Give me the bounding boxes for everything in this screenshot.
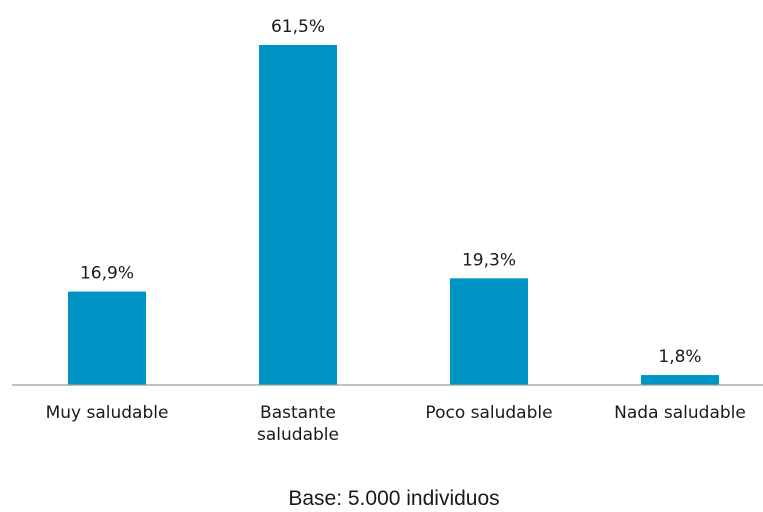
- bar-2: [259, 45, 337, 385]
- labels-group: 16,9% Muy saludable 61,5% Bastantesaludable…: [46, 17, 746, 445]
- data-label-1: 16,9%: [80, 264, 134, 284]
- data-label-3: 19,3%: [462, 250, 516, 270]
- bar-1: [68, 291, 146, 385]
- category-label-1-line-1: Muy saludable: [46, 403, 169, 423]
- category-label-4-line-1: Nada saludable: [614, 403, 746, 423]
- data-label-4: 1,8%: [658, 347, 701, 367]
- bars-group: [68, 45, 719, 385]
- base-note: Base: 5.000 individuos: [288, 487, 499, 510]
- data-label-2: 61,5%: [271, 17, 325, 37]
- category-label-2-line-2: saludable: [257, 425, 339, 445]
- bar-3: [450, 278, 528, 385]
- bar-4: [641, 375, 719, 385]
- category-label-2-line-1: Bastante: [260, 403, 336, 423]
- category-label-3-line-1: Poco saludable: [425, 403, 552, 423]
